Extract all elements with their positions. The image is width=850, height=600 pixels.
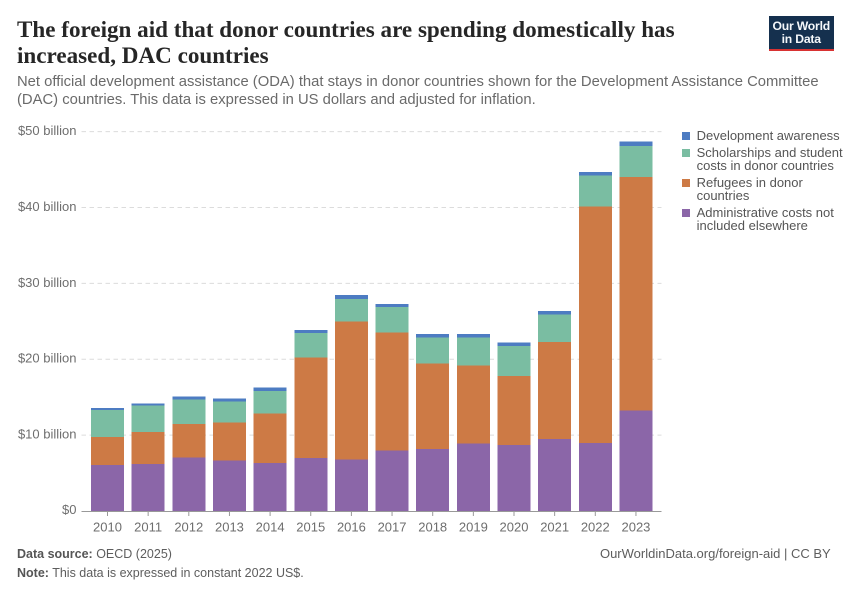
- svg-text:2010: 2010: [93, 520, 122, 535]
- svg-text:2013: 2013: [215, 520, 244, 535]
- svg-text:$20 billion: $20 billion: [18, 351, 77, 366]
- svg-text:2023: 2023: [621, 520, 650, 535]
- svg-text:2011: 2011: [134, 520, 162, 535]
- svg-text:2015: 2015: [296, 520, 325, 535]
- svg-text:$30 billion: $30 billion: [18, 275, 77, 290]
- svg-text:2021: 2021: [540, 520, 569, 535]
- svg-text:2020: 2020: [500, 520, 529, 535]
- svg-text:2012: 2012: [174, 520, 203, 535]
- svg-text:2018: 2018: [418, 520, 447, 535]
- svg-text:$50 billion: $50 billion: [18, 123, 77, 138]
- svg-text:$0: $0: [62, 502, 76, 517]
- svg-text:2014: 2014: [256, 520, 285, 535]
- svg-text:$40 billion: $40 billion: [18, 199, 77, 214]
- svg-text:2017: 2017: [378, 520, 407, 535]
- svg-text:$10 billion: $10 billion: [18, 427, 77, 442]
- svg-text:2022: 2022: [581, 520, 610, 535]
- svg-text:2016: 2016: [337, 520, 366, 535]
- svg-text:2019: 2019: [459, 520, 488, 535]
